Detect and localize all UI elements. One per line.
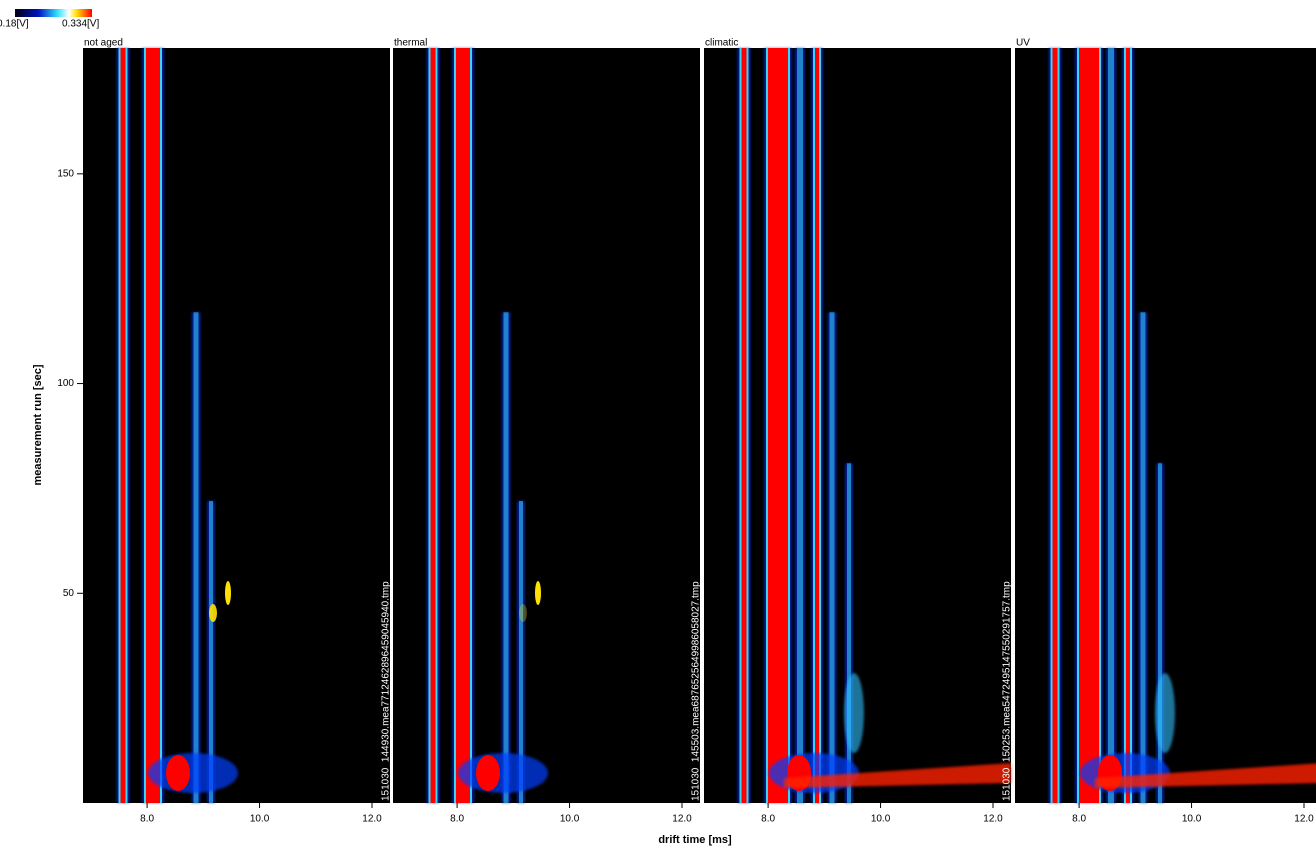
signal — [797, 48, 803, 803]
signal — [1140, 312, 1146, 803]
signal-core — [430, 48, 436, 803]
signal-core — [456, 48, 470, 803]
y-axis-label: measurement run [sec] — [32, 364, 44, 485]
signal-blob — [476, 755, 500, 791]
signal-blob — [519, 604, 527, 622]
panel — [704, 48, 1011, 803]
x-tick-label: 8.0 — [1072, 814, 1086, 825]
x-tick-label: 8.0 — [140, 814, 154, 825]
x-tick-label: 10.0 — [560, 814, 580, 825]
signal-blob — [1155, 673, 1175, 753]
signal — [503, 312, 509, 803]
signal-core — [120, 48, 126, 803]
x-tick-label: 12.0 — [362, 814, 382, 825]
signal-core — [146, 48, 160, 803]
signal-blob — [225, 581, 231, 605]
signal-core — [1126, 48, 1130, 803]
signal-blob — [844, 673, 864, 753]
x-tick-label: 12.0 — [672, 814, 692, 825]
panel-title: thermal — [394, 38, 427, 49]
signal-tail — [784, 763, 1011, 788]
file-label: 151030_150253.mea5472495147550291757.tmp — [1002, 581, 1013, 801]
signal-blob — [209, 604, 217, 622]
signal-core — [1079, 48, 1099, 803]
x-axis-label: drift time [ms] — [658, 834, 732, 846]
signal — [1158, 463, 1162, 803]
panel-title: not aged — [84, 38, 123, 49]
signal — [1108, 48, 1114, 803]
signal-tail — [1095, 763, 1316, 788]
x-tick-label: 12.0 — [983, 814, 1003, 825]
file-label: 151030_145503.mea6876525649986058027.tmp — [691, 581, 702, 801]
colorbar-max: 0.334[V] — [62, 19, 99, 30]
signal — [829, 312, 835, 803]
signal-core — [815, 48, 819, 803]
x-tick-label: 8.0 — [761, 814, 775, 825]
file-label: 151030_144930.mea7712462896459045940.tmp — [381, 581, 392, 801]
panel-title: climatic — [705, 38, 738, 49]
colorbar — [15, 9, 92, 17]
panel-title: UV — [1016, 38, 1030, 49]
signal-core — [741, 48, 747, 803]
x-tick-label: 8.0 — [450, 814, 464, 825]
signal-blob — [166, 755, 190, 791]
signal — [847, 463, 851, 803]
signal-blob — [148, 753, 238, 793]
x-tick-label: 10.0 — [871, 814, 891, 825]
signal-blob — [535, 581, 541, 605]
x-tick-label: 10.0 — [250, 814, 270, 825]
panel — [393, 48, 700, 803]
signal-core — [1052, 48, 1058, 803]
signal — [193, 312, 199, 803]
signal — [209, 501, 213, 803]
y-tick-label: 100 — [57, 378, 74, 389]
signal — [519, 501, 523, 803]
y-tick-label: 50 — [63, 588, 75, 599]
panel — [1015, 48, 1316, 803]
colorbar-min: 0.18[V] — [0, 19, 29, 30]
signal-blob — [458, 753, 548, 793]
signal-core — [768, 48, 788, 803]
panel-background — [393, 48, 700, 803]
y-tick-label: 150 — [57, 168, 74, 179]
x-tick-label: 10.0 — [1182, 814, 1202, 825]
panel-background — [83, 48, 390, 803]
panel — [83, 48, 390, 803]
x-tick-label: 12.0 — [1294, 814, 1314, 825]
